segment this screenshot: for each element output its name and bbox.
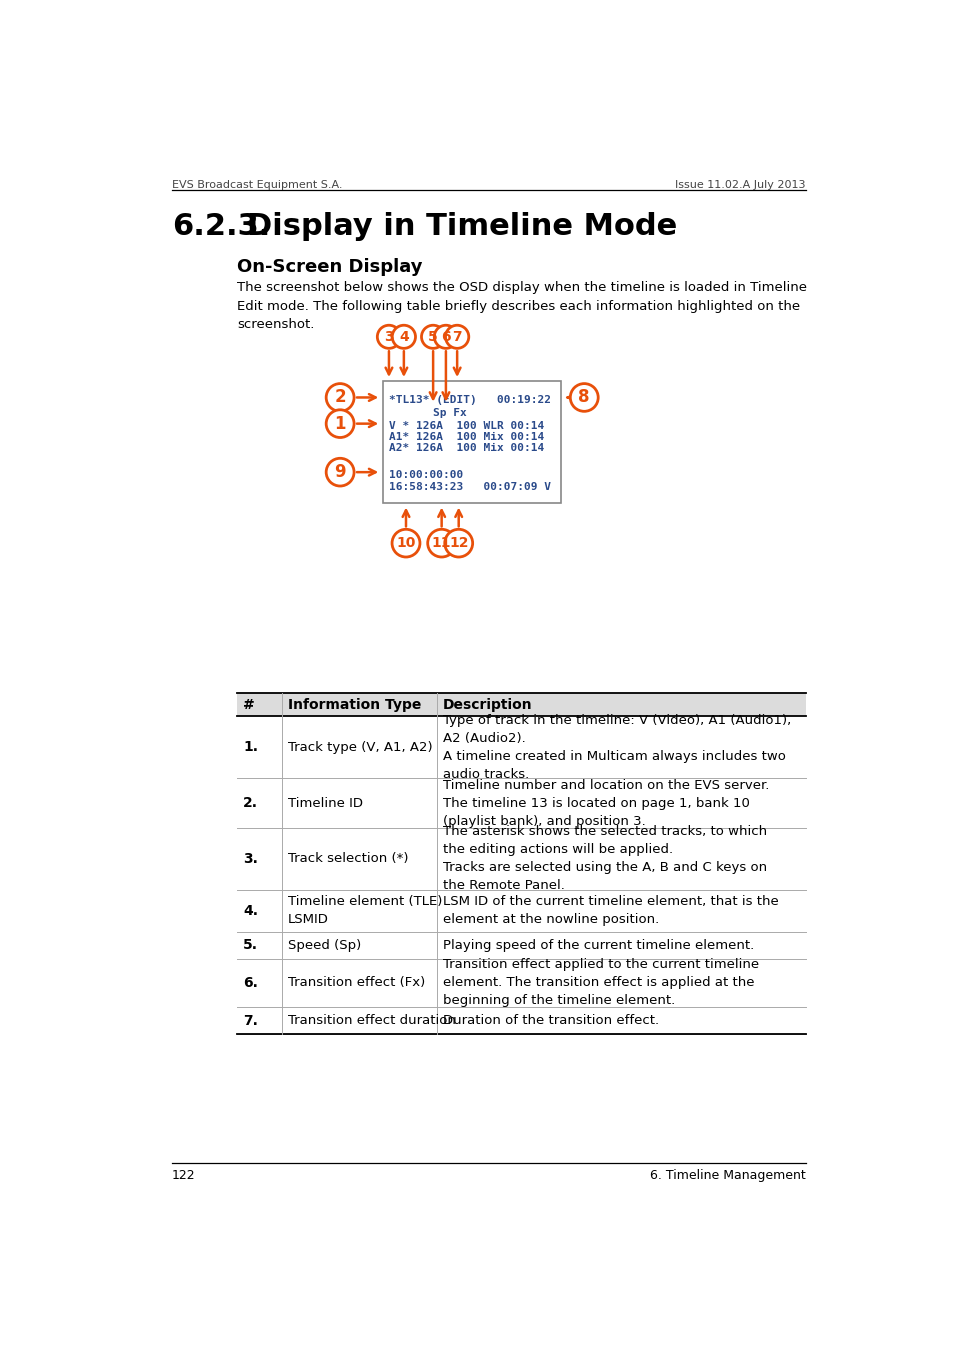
Text: 2: 2 (334, 389, 346, 406)
Circle shape (444, 529, 472, 558)
Text: Playing speed of the current timeline element.: Playing speed of the current timeline el… (443, 940, 754, 952)
Text: 6.2.3.: 6.2.3. (172, 212, 270, 242)
Text: On-Screen Display: On-Screen Display (236, 258, 422, 277)
Text: 6.: 6. (243, 976, 258, 990)
Text: 16:58:43:23   00:07:09 V: 16:58:43:23 00:07:09 V (389, 482, 551, 491)
Circle shape (392, 325, 416, 348)
Circle shape (326, 458, 354, 486)
Text: 10: 10 (395, 536, 416, 551)
Text: 122: 122 (172, 1169, 195, 1183)
Circle shape (570, 383, 598, 412)
Circle shape (434, 325, 457, 348)
Text: Track selection (*): Track selection (*) (288, 852, 408, 865)
Text: 1.: 1. (243, 740, 258, 755)
Text: LSM ID of the current timeline element, that is the
element at the nowline posit: LSM ID of the current timeline element, … (443, 895, 779, 926)
Text: Type of track in the timeline: V (Video), A1 (Audio1),
A2 (Audio2).
A timeline c: Type of track in the timeline: V (Video)… (443, 714, 791, 780)
Circle shape (326, 383, 354, 412)
Text: *TL13* (EDIT)   00:19:22: *TL13* (EDIT) 00:19:22 (389, 396, 551, 405)
Text: EVS Broadcast Equipment S.A.: EVS Broadcast Equipment S.A. (172, 180, 342, 190)
Text: 9: 9 (334, 463, 346, 481)
Text: 2.: 2. (243, 796, 258, 810)
Text: A2* 126A  100 Mix 00:14: A2* 126A 100 Mix 00:14 (389, 443, 543, 454)
Circle shape (392, 529, 419, 558)
Text: 5.: 5. (243, 938, 258, 953)
Text: A1* 126A  100 Mix 00:14: A1* 126A 100 Mix 00:14 (389, 432, 543, 443)
Text: Duration of the transition effect.: Duration of the transition effect. (443, 1014, 659, 1027)
Text: Track type (V, A1, A2): Track type (V, A1, A2) (288, 741, 433, 753)
Text: 12: 12 (449, 536, 468, 551)
Text: Transition effect (Fx): Transition effect (Fx) (288, 976, 425, 990)
Text: Speed (Sp): Speed (Sp) (288, 940, 361, 952)
Text: Transition effect duration: Transition effect duration (288, 1014, 456, 1027)
Text: The asterisk shows the selected tracks, to which
the editing actions will be app: The asterisk shows the selected tracks, … (443, 825, 766, 892)
Circle shape (445, 325, 468, 348)
Text: 5: 5 (428, 329, 437, 344)
Text: Sp Fx: Sp Fx (433, 409, 466, 418)
Text: 1: 1 (334, 414, 346, 432)
Text: Timeline ID: Timeline ID (288, 796, 363, 810)
FancyBboxPatch shape (382, 382, 560, 504)
Text: The screenshot below shows the OSD display when the timeline is loaded in Timeli: The screenshot below shows the OSD displ… (236, 281, 806, 331)
Text: 3: 3 (384, 329, 394, 344)
Text: 4: 4 (398, 329, 408, 344)
Circle shape (427, 529, 456, 558)
Text: 6. Timeline Management: 6. Timeline Management (649, 1169, 805, 1183)
Text: Display in Timeline Mode: Display in Timeline Mode (247, 212, 677, 242)
Circle shape (326, 410, 354, 437)
Text: 4.: 4. (243, 904, 258, 918)
Text: #: # (243, 698, 254, 711)
Text: V * 126A  100 WLR 00:14: V * 126A 100 WLR 00:14 (389, 421, 543, 432)
Text: 8: 8 (578, 389, 589, 406)
Circle shape (377, 325, 400, 348)
Text: Transition effect applied to the current timeline
element. The transition effect: Transition effect applied to the current… (443, 958, 759, 1007)
Text: Issue 11.02.A July 2013: Issue 11.02.A July 2013 (675, 180, 805, 190)
Text: Timeline number and location on the EVS server.
The timeline 13 is located on pa: Timeline number and location on the EVS … (443, 779, 769, 828)
Text: Description: Description (443, 698, 533, 711)
Text: 6: 6 (440, 329, 450, 344)
Text: Information Type: Information Type (288, 698, 421, 711)
Text: 10:00:00:00: 10:00:00:00 (389, 470, 463, 481)
Text: 11: 11 (432, 536, 451, 551)
Bar (236, 694, 805, 717)
Text: Timeline element (TLE)
LSMID: Timeline element (TLE) LSMID (288, 895, 442, 926)
Text: 7.: 7. (243, 1014, 258, 1027)
Circle shape (421, 325, 444, 348)
Text: 3.: 3. (243, 852, 258, 865)
Text: 7: 7 (452, 329, 461, 344)
